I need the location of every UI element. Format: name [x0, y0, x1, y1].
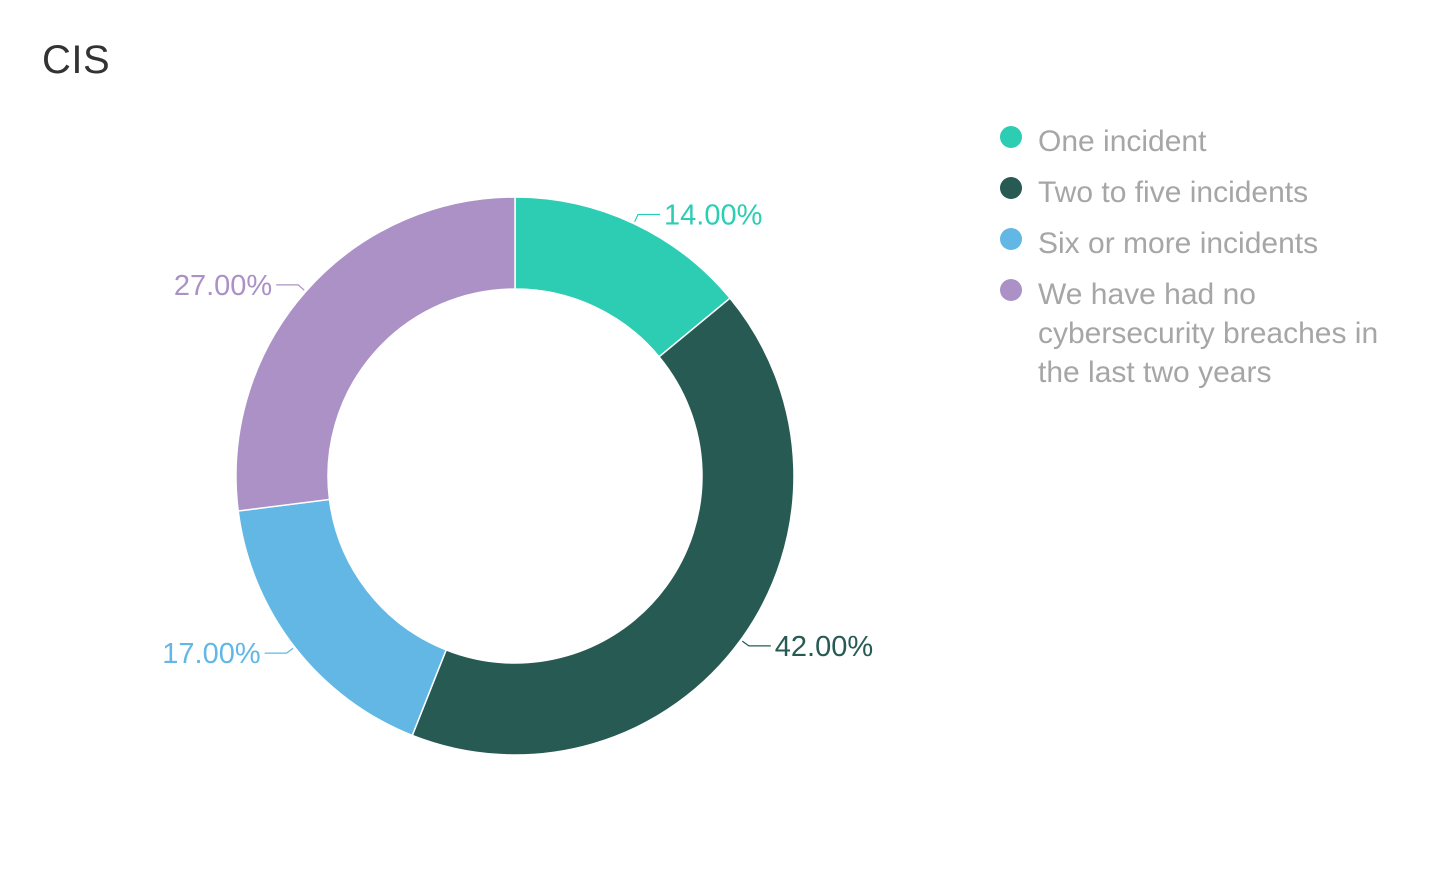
legend-swatch	[1000, 126, 1022, 148]
data-label-two-to-five-incidents: 42.00%	[775, 631, 873, 663]
legend-label: We have had no cybersecurity breaches in…	[1038, 278, 1379, 389]
slice-data-labels: 14.00% 42.00% 17.00% 27.00%	[162, 200, 873, 671]
chart-legend: One incident Two to five incidents Six or …	[1000, 124, 1420, 406]
legend-item-we-have-had-no-cybersecurity-breaches-in: We have had no cybersecurity breaches in…	[1000, 277, 1420, 392]
legend-label: One incident	[1038, 125, 1207, 158]
chart-title: CIS	[42, 38, 111, 82]
leader-line-six-or-more-incidents	[264, 647, 294, 654]
legend-item-six-or-more-incidents: Six or more incidents	[1000, 226, 1420, 263]
data-label-six-or-more-incidents: 17.00%	[162, 638, 260, 670]
legend-swatch	[1000, 228, 1022, 250]
label-leader-lines	[264, 213, 771, 654]
legend-item-one-incident: One incident	[1000, 124, 1420, 161]
donut-slice-two-to-five-incidents	[411, 297, 795, 756]
donut-slice-we-have-had-no-cybersecurity-breaches-in	[235, 196, 516, 512]
donut-slice-six-or-more-incidents	[237, 498, 448, 737]
donut-slices	[235, 196, 795, 756]
data-label-one-incident: 14.00%	[664, 200, 762, 232]
legend-swatch	[1000, 177, 1022, 199]
leader-line-two-to-five-incidents	[741, 640, 771, 647]
leader-line-we-have-had-no-cybersecurity-breaches-in	[276, 284, 305, 291]
legend-label: Two to five incidents	[1038, 176, 1309, 209]
leader-line-one-incident	[634, 213, 661, 222]
data-label-we-have-had-no-cybersecurity-breaches-in: 27.00%	[174, 270, 272, 302]
legend-swatch	[1000, 279, 1022, 301]
legend-item-two-to-five-incidents: Two to five incidents	[1000, 175, 1420, 212]
legend-label: Six or more incidents	[1038, 227, 1319, 260]
